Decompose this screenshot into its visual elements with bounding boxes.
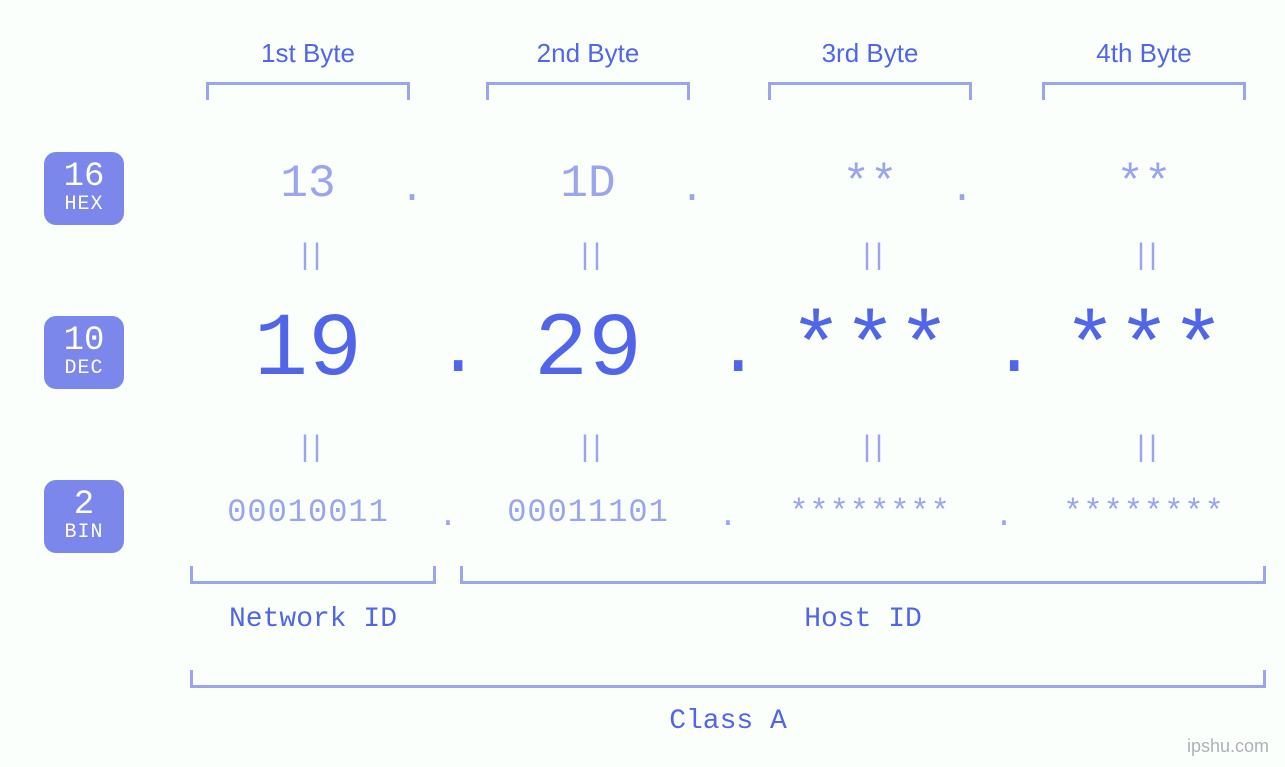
byte2-bin: 00011101 — [454, 494, 722, 531]
badge-dec: 10 DEC — [44, 316, 124, 389]
watermark: ipshu.com — [1187, 736, 1269, 757]
bracket-top-icon — [486, 82, 690, 100]
badge-bin: 2 BIN — [44, 480, 124, 553]
dot-separator-icon: . — [680, 168, 704, 213]
host-id-label: Host ID — [460, 604, 1266, 635]
equals-icon: || — [174, 432, 442, 466]
byte-header-4: 4th Byte — [1010, 38, 1278, 69]
equals-icon: || — [454, 432, 722, 466]
byte1-dec: 19 — [174, 300, 442, 402]
dot-separator-icon: . — [716, 310, 740, 394]
equals-icon: || — [736, 432, 1004, 466]
badge-hex-base: 16 — [44, 160, 124, 196]
byte1-bin: 00010011 — [174, 494, 442, 531]
ip-address-diagram: 16 HEX 10 DEC 2 BIN 1st Byte 13 || 19 ||… — [0, 0, 1285, 767]
badge-dec-base: 10 — [44, 324, 124, 360]
bracket-bottom-icon — [190, 566, 436, 584]
byte3-bin: ******** — [736, 494, 1004, 531]
class-label: Class A — [190, 706, 1266, 737]
byte2-dec: 29 — [454, 300, 722, 402]
byte4-hex: ** — [1010, 158, 1278, 210]
dot-separator-icon: . — [992, 498, 1016, 535]
dot-separator-icon: . — [716, 498, 740, 535]
byte4-dec: *** — [1010, 300, 1278, 402]
badge-bin-label: BIN — [44, 522, 124, 543]
bracket-top-icon — [768, 82, 972, 100]
dot-separator-icon: . — [992, 310, 1016, 394]
byte-header-1: 1st Byte — [174, 38, 442, 69]
byte4-bin: ******** — [1010, 494, 1278, 531]
equals-icon: || — [454, 240, 722, 274]
bracket-top-icon — [1042, 82, 1246, 100]
equals-icon: || — [174, 240, 442, 274]
badge-hex-label: HEX — [44, 194, 124, 215]
badge-dec-label: DEC — [44, 358, 124, 379]
badge-hex: 16 HEX — [44, 152, 124, 225]
byte-header-2: 2nd Byte — [454, 38, 722, 69]
network-id-label: Network ID — [190, 604, 436, 635]
equals-icon: || — [1010, 432, 1278, 466]
bracket-bottom-icon — [190, 670, 1266, 688]
byte-header-3: 3rd Byte — [736, 38, 1004, 69]
dot-separator-icon: . — [436, 310, 460, 394]
dot-separator-icon: . — [950, 168, 974, 213]
badge-bin-base: 2 — [44, 488, 124, 524]
equals-icon: || — [736, 240, 1004, 274]
dot-separator-icon: . — [436, 498, 460, 535]
bracket-bottom-icon — [460, 566, 1266, 584]
dot-separator-icon: . — [400, 168, 424, 213]
byte3-dec: *** — [736, 300, 1004, 402]
equals-icon: || — [1010, 240, 1278, 274]
bracket-top-icon — [206, 82, 410, 100]
